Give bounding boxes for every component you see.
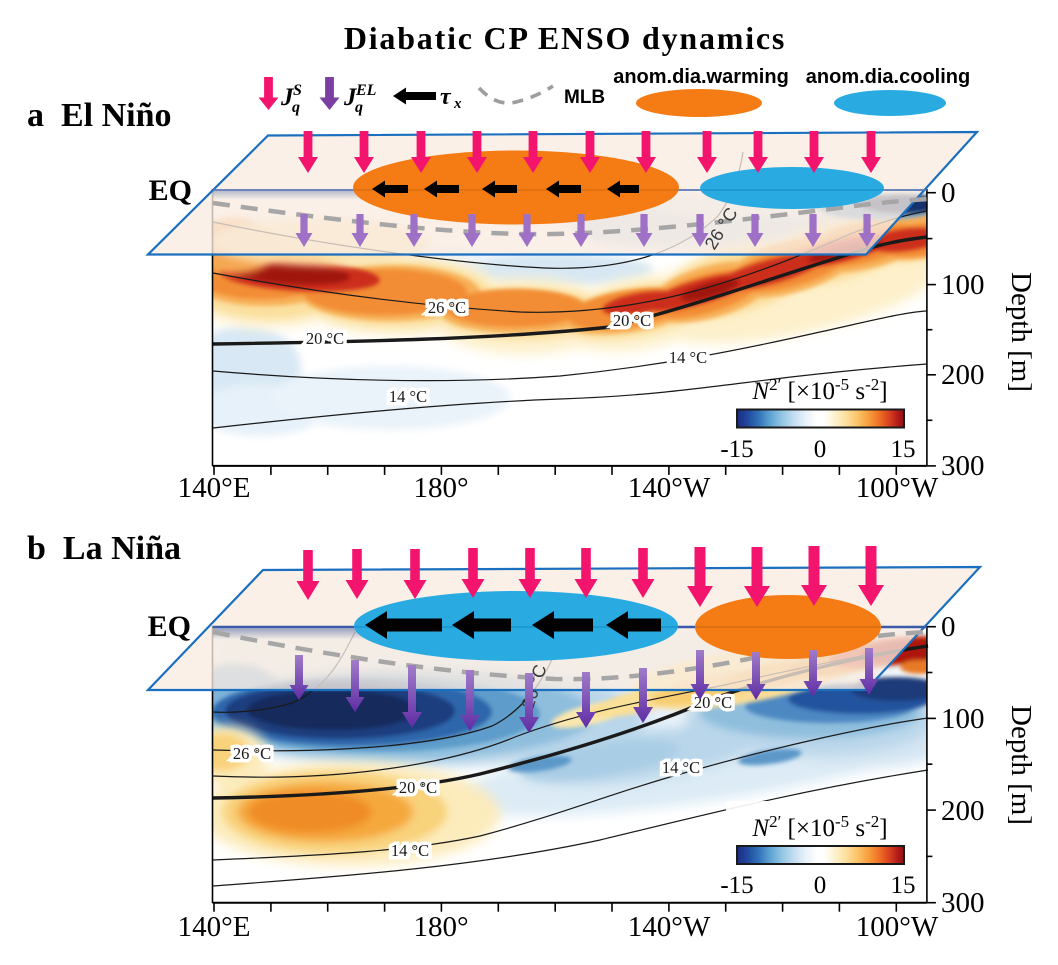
svg-text:180°: 180° [413, 911, 468, 943]
svg-text:0: 0 [941, 177, 956, 209]
svg-text:26 °C: 26 °C [233, 744, 271, 763]
svg-text:20 °C: 20 °C [306, 329, 344, 348]
svg-text:14 °C: 14 °C [669, 348, 707, 367]
svg-text:0: 0 [941, 611, 956, 643]
svg-text:EL: EL [355, 82, 377, 99]
svg-text:q: q [355, 99, 363, 116]
svg-text:14 °C: 14 °C [389, 387, 427, 406]
svg-text:N2′ [×10-5 s-2]: N2′ [×10-5 s-2] [751, 375, 887, 405]
svg-text:100: 100 [941, 703, 985, 735]
svg-text:14 °C: 14 °C [391, 841, 429, 860]
svg-text:15: 15 [891, 872, 916, 899]
svg-text:b La Niña: b La Niña [27, 530, 181, 567]
svg-text:MLB: MLB [564, 87, 605, 108]
svg-text:100°W: 100°W [856, 911, 939, 943]
svg-text:140°W: 140°W [628, 911, 711, 943]
svg-text:-15: -15 [720, 436, 753, 463]
svg-text:180°: 180° [413, 472, 468, 504]
svg-text:20 °C: 20 °C [613, 311, 651, 330]
svg-text:EQ: EQ [149, 174, 192, 207]
svg-text:200: 200 [941, 359, 985, 391]
svg-text:Diabatic CP ENSO dynamics: Diabatic CP ENSO dynamics [344, 20, 786, 56]
svg-text:S: S [293, 82, 302, 99]
svg-text:-15: -15 [720, 872, 753, 899]
svg-text:a El Niño: a El Niño [27, 97, 172, 134]
svg-text:Depth [m]: Depth [m] [1005, 272, 1037, 392]
svg-text:15: 15 [891, 436, 916, 463]
svg-text:26 °C: 26 °C [428, 298, 466, 317]
svg-text:x: x [453, 96, 462, 112]
svg-text:20 °C: 20 °C [399, 778, 437, 797]
svg-text:anom.dia.warming: anom.dia.warming [613, 66, 789, 88]
svg-text:J: J [280, 84, 295, 111]
svg-text:J: J [343, 84, 358, 111]
svg-text:τ: τ [440, 84, 452, 110]
svg-text:N2′ [×10-5 s-2]: N2′ [×10-5 s-2] [751, 812, 887, 842]
svg-text:200: 200 [941, 795, 985, 827]
svg-text:0: 0 [814, 436, 827, 463]
svg-text:EQ: EQ [148, 610, 191, 643]
svg-text:140°E: 140°E [178, 472, 251, 504]
svg-text:100: 100 [941, 269, 985, 301]
svg-text:140°W: 140°W [628, 472, 711, 504]
svg-text:anom.dia.cooling: anom.dia.cooling [806, 66, 970, 88]
svg-text:14 °C: 14 °C [662, 758, 700, 777]
svg-text:300: 300 [941, 450, 985, 482]
svg-text:Depth [m]: Depth [m] [1005, 705, 1037, 825]
svg-text:0: 0 [814, 872, 827, 899]
svg-text:q: q [292, 99, 300, 116]
svg-text:100°W: 100°W [856, 472, 939, 504]
svg-text:300: 300 [941, 887, 985, 919]
svg-text:140°E: 140°E [178, 911, 251, 943]
svg-text:20 °C: 20 °C [694, 693, 732, 712]
